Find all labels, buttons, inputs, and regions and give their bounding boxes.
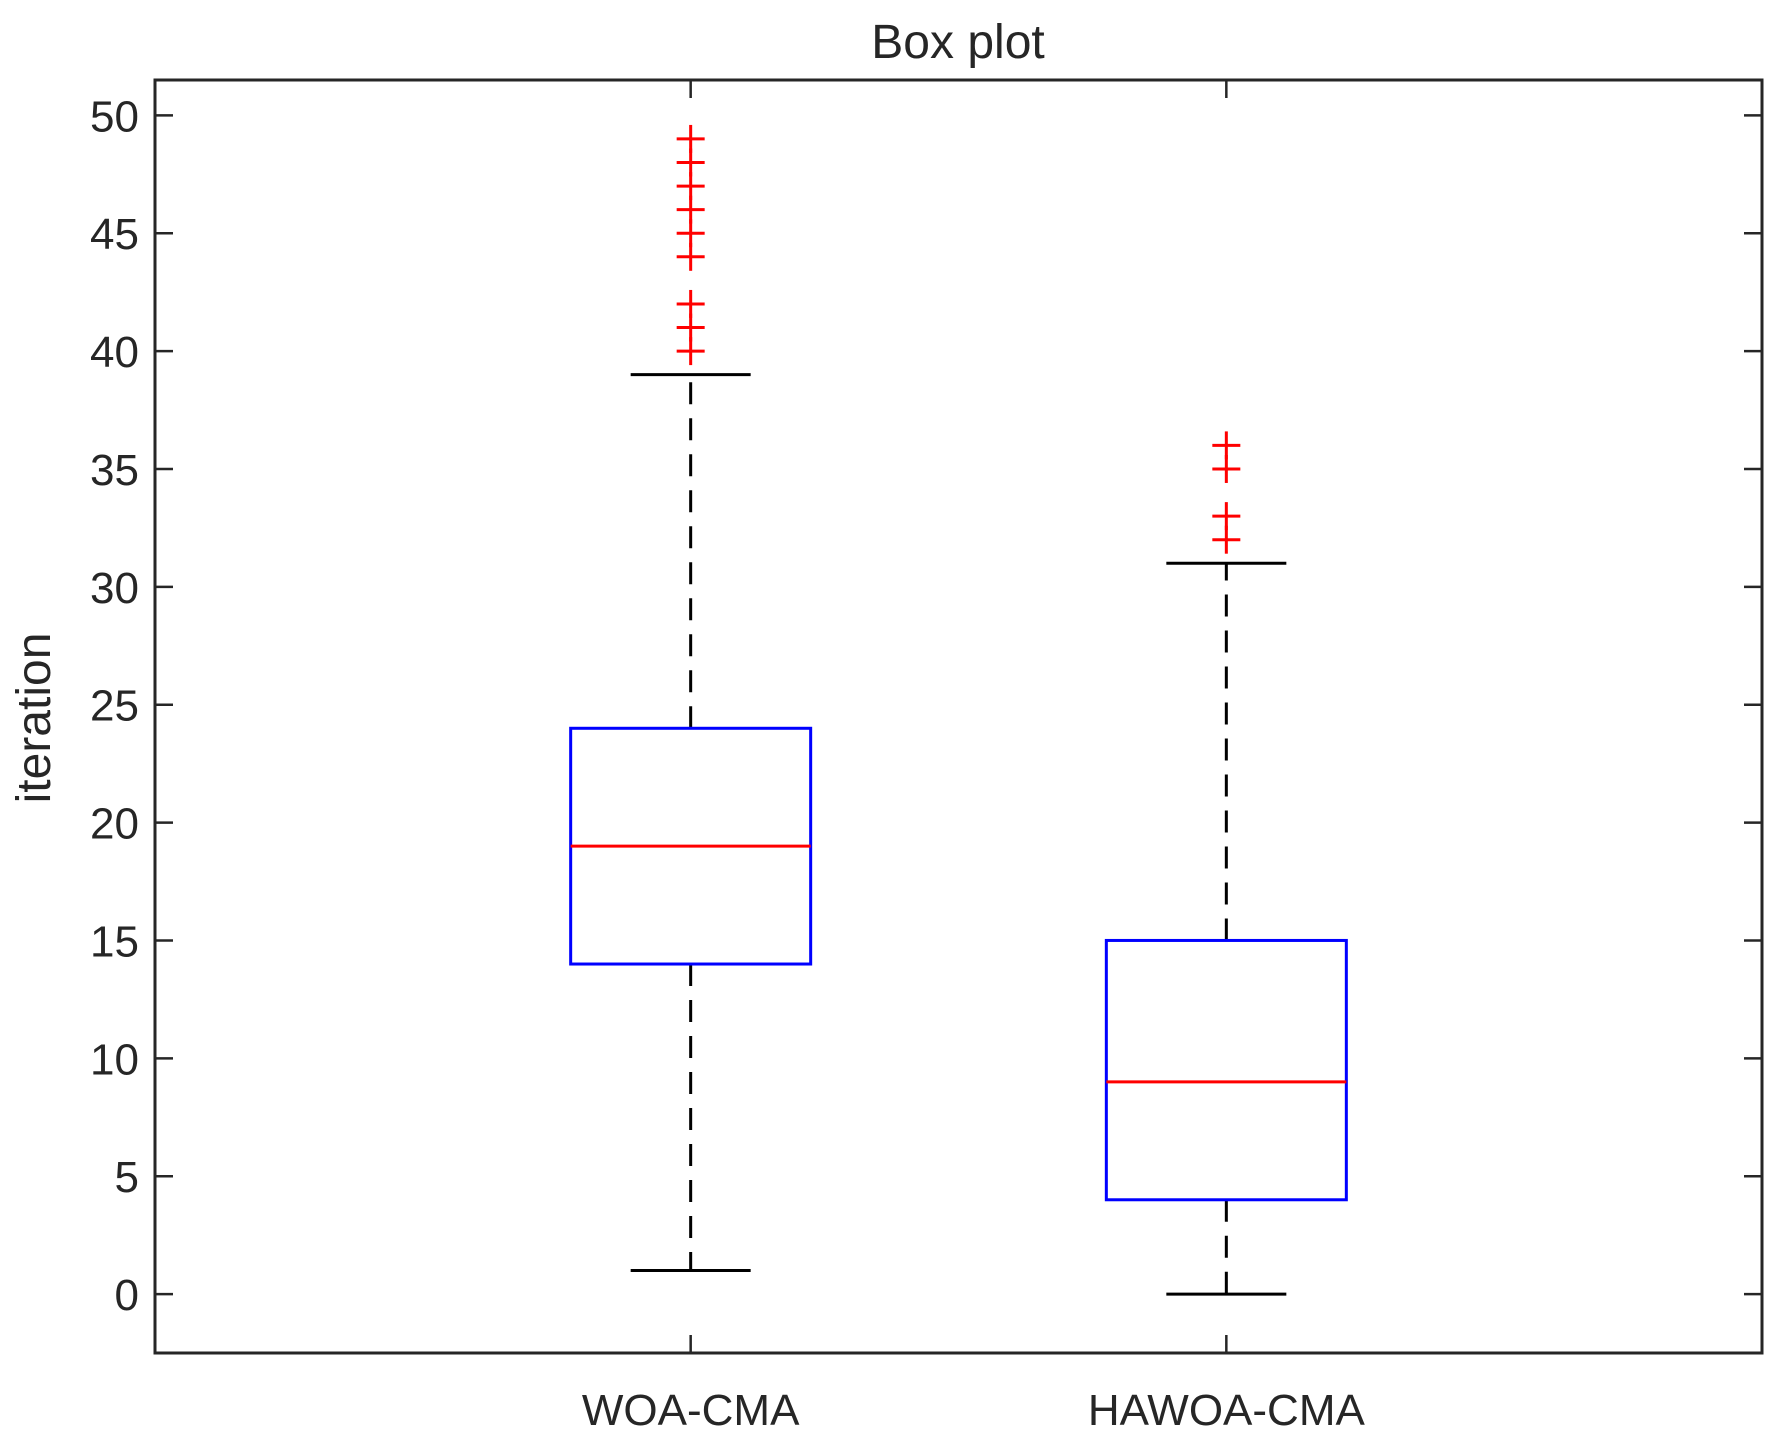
- box-iqr: [1104, 938, 1348, 1202]
- y-tick-label: 0: [115, 1271, 139, 1320]
- y-axis-ticks: 0 5 10 15 20 25 30 35 40 45 50: [90, 92, 1762, 1320]
- y-tick-label: 50: [90, 92, 139, 141]
- box-series: WOA-CMA HAWOA-CMA: [569, 80, 1366, 1435]
- outlier-point: [1212, 454, 1241, 483]
- outlier-point: [676, 219, 705, 248]
- y-tick-label: 25: [90, 682, 139, 731]
- y-tick-label: 30: [90, 564, 139, 613]
- outlier-point: [676, 124, 705, 153]
- y-tick-label: 10: [90, 1035, 139, 1084]
- outlier-point: [676, 313, 705, 342]
- chart-title: Box plot: [871, 16, 1044, 69]
- outlier-point: [676, 242, 705, 271]
- y-tick-label: 45: [90, 210, 139, 259]
- y-tick-label: 40: [90, 328, 139, 377]
- y-tick-label: 35: [90, 446, 139, 495]
- x-tick-label: HAWOA-CMA: [1088, 1386, 1366, 1435]
- y-tick-label: 20: [90, 800, 139, 849]
- y-tick-label: 15: [90, 917, 139, 966]
- x-tick-label: WOA-CMA: [582, 1386, 800, 1435]
- outlier-point: [1212, 525, 1241, 554]
- plot-area: [155, 80, 1762, 1353]
- outlier-point: [676, 172, 705, 201]
- outlier-point: [676, 289, 705, 318]
- outlier-point: [676, 148, 705, 177]
- y-tick-label: 5: [115, 1153, 139, 1202]
- outlier-point: [676, 195, 705, 224]
- outlier-point: [676, 337, 705, 366]
- plot-frame: [153, 78, 1764, 1355]
- y-axis-label: iteration: [8, 633, 61, 804]
- outlier-point: [1212, 502, 1241, 531]
- outlier-point: [1212, 431, 1241, 460]
